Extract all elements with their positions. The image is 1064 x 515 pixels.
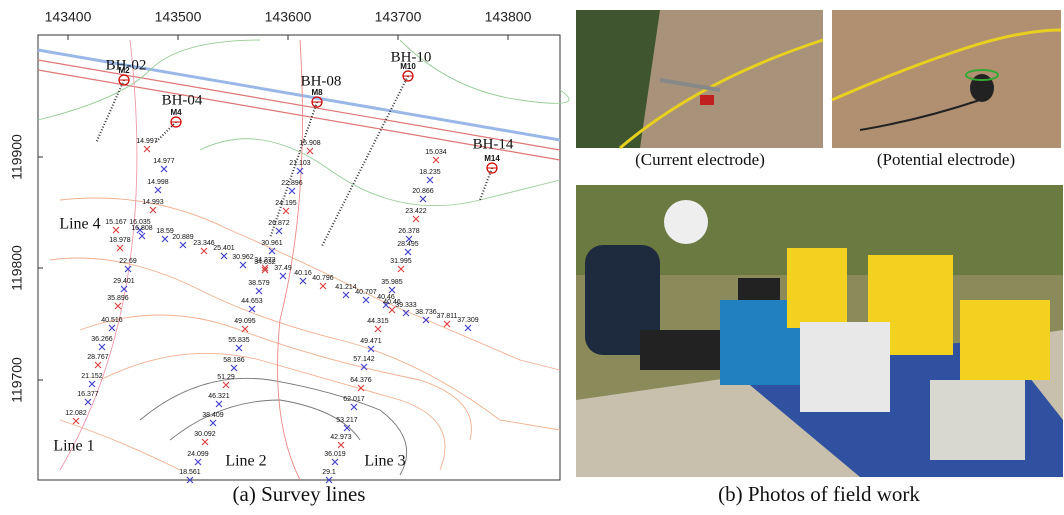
station-value: 39.333	[395, 302, 417, 309]
photo-field-work	[576, 185, 1063, 477]
caption: (b) Photos of field work	[718, 482, 920, 506]
station-value: 15.908	[299, 140, 321, 147]
borehole-marker: M2	[118, 66, 130, 75]
station-value: 14.998	[147, 179, 169, 186]
station-value: 37.309	[457, 317, 479, 324]
station-value: 35.896	[107, 295, 129, 302]
station-value: 18.978	[109, 237, 131, 244]
station-value: 18.235	[419, 169, 441, 176]
photo-potential-electrode	[832, 10, 1061, 148]
station-value: 24.195	[275, 200, 297, 207]
figure: 143400 143500 143600 143700 143800 119900 1198…	[0, 0, 1064, 515]
x-tick-label: 143800	[485, 9, 532, 25]
station-value: 21.103	[289, 160, 311, 167]
map-frame	[38, 35, 560, 480]
station-value: 30.962	[232, 254, 254, 261]
station-value: 40.516	[101, 317, 123, 324]
station-value: 22.69	[119, 258, 137, 265]
station-value: 26.872	[268, 220, 290, 227]
figure-canvas: 143400 143500 143600 143700 143800 119900 1198…	[0, 0, 1064, 515]
station-value: 40.16	[294, 270, 312, 277]
station-value: 30.961	[261, 240, 283, 247]
station-value: 44.315	[367, 318, 389, 325]
station-value: 49.471	[360, 338, 382, 345]
station-value: 29.401	[113, 278, 135, 285]
station-value: 31.995	[390, 258, 412, 265]
station-value: 57.142	[353, 356, 375, 363]
y-tick-label: 119900	[9, 134, 25, 180]
photo-caption: (Current electrode)	[635, 150, 765, 169]
station-value: 28.767	[87, 354, 109, 361]
station-value: 35.985	[381, 279, 403, 286]
borehole-marker: M10	[400, 62, 416, 71]
station-value: 26.378	[398, 228, 420, 235]
station-value: 38.736	[415, 309, 437, 316]
station-value: 30.092	[194, 431, 216, 438]
station-value: 23.422	[405, 208, 427, 215]
station-value: 18.561	[179, 469, 201, 476]
x-tick-label: 143400	[45, 9, 92, 25]
station-value: 16.808	[131, 225, 153, 232]
station-value: 16.377	[77, 391, 99, 398]
station-value: 40.796	[312, 275, 334, 282]
station-value: 34.032	[254, 259, 276, 266]
station-value: 41.214	[335, 284, 357, 291]
station-value: 29.1	[322, 469, 336, 476]
line-label: Line 1	[53, 438, 94, 455]
station-value: 18.59	[156, 228, 174, 235]
line-label: Line 4	[59, 216, 100, 233]
station-value: 24.099	[187, 451, 209, 458]
station-value: 64.376	[350, 377, 372, 384]
x-tick-label: 143500	[155, 9, 202, 25]
borehole-marker: M4	[170, 108, 182, 117]
station-value: 20.889	[172, 234, 194, 241]
station-value: 12.082	[65, 410, 87, 417]
station-value: 14.977	[153, 158, 175, 165]
station-value: 46.321	[208, 393, 230, 400]
line-label: Line 2	[225, 453, 266, 470]
borehole-label: BH-08	[301, 73, 342, 89]
station-value: 37.49	[274, 265, 292, 272]
station-value: 15.167	[105, 219, 127, 226]
station-value: 40.707	[355, 289, 377, 296]
y-tick-label: 119800	[9, 245, 25, 291]
borehole-marker: M14	[484, 154, 500, 163]
station-value: 51.29	[217, 374, 235, 381]
station-value: 36.019	[324, 451, 346, 458]
station-value: 38.579	[248, 280, 270, 287]
caption: (a) Survey lines	[233, 482, 366, 506]
x-tick-label: 143700	[375, 9, 422, 25]
station-value: 23.346	[193, 240, 215, 247]
station-value: 38.409	[202, 412, 224, 419]
station-value: 22.896	[281, 180, 303, 187]
photo-caption: (Potential electrode)	[877, 150, 1015, 169]
station-value: 42.973	[330, 434, 352, 441]
borehole-label: BH-04	[162, 92, 203, 108]
station-value: 37.811	[437, 313, 458, 320]
borehole-marker: M8	[311, 88, 323, 97]
station-value: 28.495	[397, 241, 419, 248]
station-value: 14.997	[136, 138, 158, 145]
photo-current-electrode	[576, 10, 823, 148]
station-value: 49.095	[234, 318, 256, 325]
station-value: 15.034	[425, 149, 447, 156]
line-label: Line 3	[364, 453, 405, 470]
x-tick-label: 143600	[265, 9, 312, 25]
y-tick-label: 119700	[9, 357, 25, 403]
station-value: 21.152	[81, 373, 103, 380]
station-value: 58.186	[223, 357, 245, 364]
station-value: 25.401	[213, 245, 235, 252]
station-value: 36.266	[91, 336, 113, 343]
borehole-label: BH-14	[473, 136, 514, 152]
station-value: 14.993	[142, 199, 164, 206]
station-value: 44.653	[241, 298, 263, 305]
station-value: 62.017	[343, 396, 365, 403]
station-value: 53.217	[336, 417, 358, 424]
station-value: 20.866	[412, 188, 434, 195]
station-value: 55.835	[228, 337, 250, 344]
